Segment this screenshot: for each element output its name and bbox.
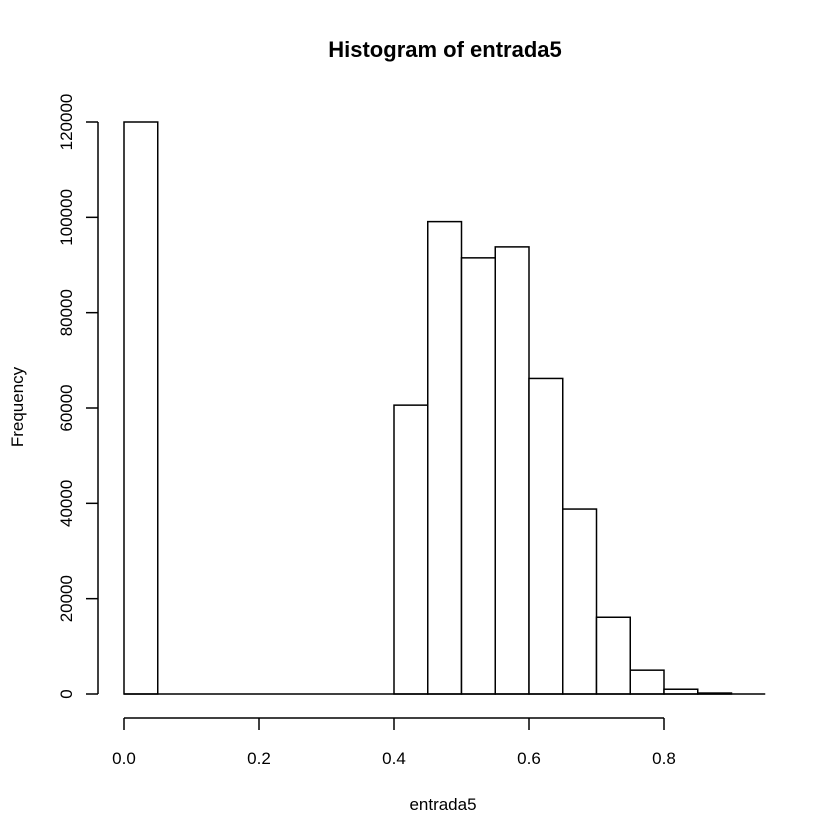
histogram-bar <box>494 246 530 695</box>
x-tick-label: 0.4 <box>382 749 406 768</box>
histogram-bar <box>528 377 564 695</box>
y-axis: 0 20000 40000 60000 80000 100000 120000 <box>57 94 99 699</box>
y-tick-label: 60000 <box>57 384 76 431</box>
x-tick-label: 0.8 <box>652 749 676 768</box>
x-tick-label: 0.6 <box>517 749 541 768</box>
histogram-bar <box>123 121 159 695</box>
y-tick-label: 100000 <box>57 189 76 246</box>
histogram-bar <box>562 508 598 695</box>
histogram-bar <box>427 220 463 695</box>
x-tick-label: 0.0 <box>112 749 136 768</box>
histogram-bar <box>595 616 631 695</box>
histogram-bar <box>460 257 496 695</box>
bars-group <box>123 121 766 695</box>
y-tick-label: 80000 <box>57 289 76 336</box>
y-tick-label: 20000 <box>57 575 76 622</box>
y-tick-label: 40000 <box>57 480 76 527</box>
histogram-bar <box>393 404 429 695</box>
y-tick-label: 0 <box>57 689 76 698</box>
x-axis-label: entrada5 <box>409 795 476 814</box>
x-axis: 0.0 0.2 0.4 0.6 0.8 <box>112 717 676 768</box>
x-tick-label: 0.2 <box>247 749 271 768</box>
y-tick-label: 120000 <box>57 94 76 151</box>
histogram-bar <box>629 669 665 695</box>
y-axis-label: Frequency <box>8 366 27 447</box>
chart-title: Histogram of entrada5 <box>328 37 562 62</box>
